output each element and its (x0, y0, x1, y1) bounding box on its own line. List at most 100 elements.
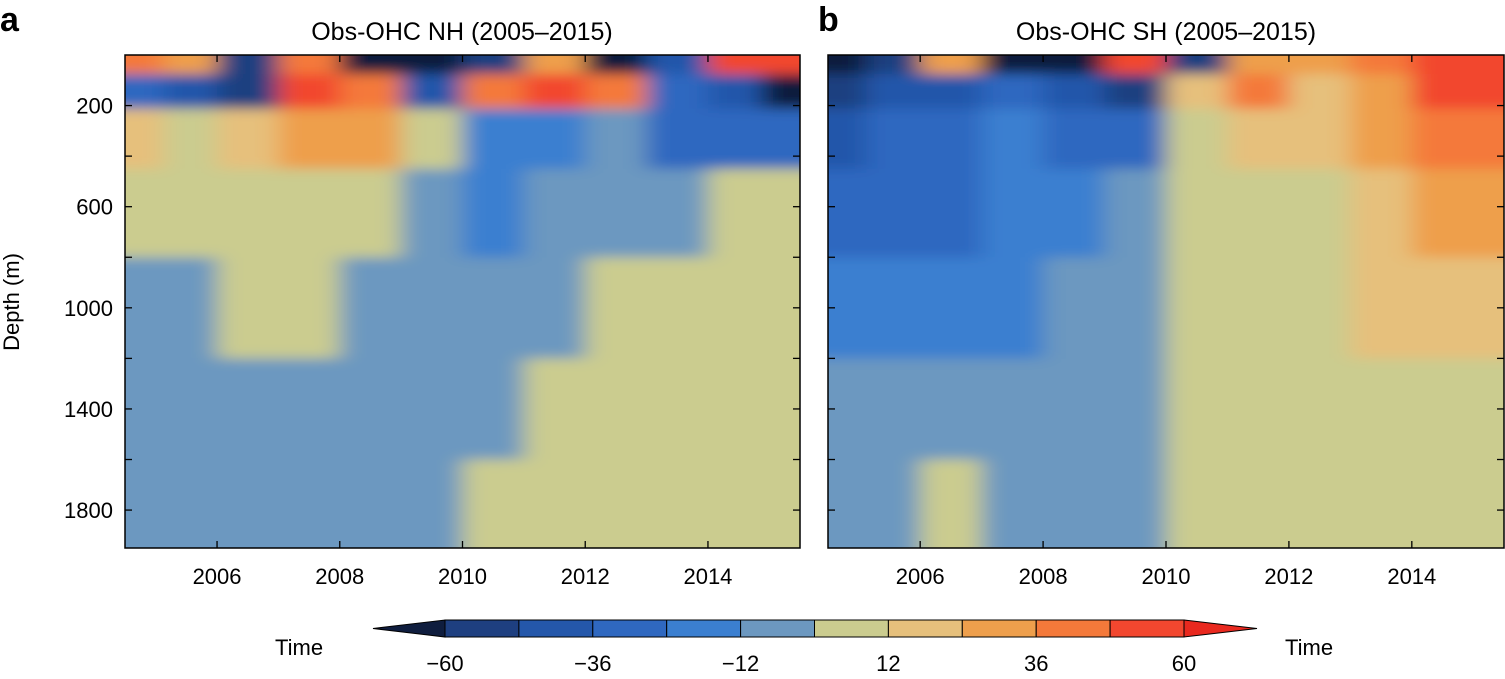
heatmap-cell-b-r4-c2 (920, 257, 983, 359)
heatmap-cell-a-r2-c7 (523, 108, 586, 170)
heatmap-cell-a-r6-c7 (523, 459, 586, 548)
heatmap-cell-a-r1-c4 (339, 74, 402, 110)
heatmap-cell-b-r2-c10 (1411, 108, 1467, 170)
heatmap-cell-b-r2-c0 (828, 108, 867, 170)
colorbar-segment-9 (1109, 619, 1185, 638)
heatmap-cell-a-r4-c7 (523, 257, 586, 359)
colorbar-tick-label-5: 60 (1172, 651, 1196, 674)
heatmap-cell-b-r4-c10 (1411, 257, 1467, 359)
heatmap-cell-b-r4-c5 (1104, 257, 1167, 359)
heatmap-cell-a-r3-c5 (401, 168, 464, 258)
heatmap-cell-b-r2-c9 (1350, 108, 1413, 170)
y-tick-label-200: 200 (76, 94, 113, 119)
heatmap-cell-a-r6-c2 (217, 459, 279, 548)
heatmap-cell-a-r1-c0 (125, 74, 164, 110)
panel-a-plot: 2006 2008 2010 2012 2014 200 600 1000 1400 1800 (64, 54, 801, 589)
heatmap-cell-b-r0-c6 (1166, 55, 1229, 75)
heatmap-cell-b-r2-c8 (1288, 108, 1351, 170)
heatmap-cell-b-r5-c9 (1350, 358, 1413, 461)
heatmap-cell-b-r6-c10 (1411, 459, 1467, 548)
y-tick-label-1000: 1000 (64, 296, 113, 321)
heatmap-cell-b-r4-c8 (1288, 257, 1351, 359)
heatmap-cell-a-r2-c9 (646, 108, 709, 170)
heatmap-cell-a-r3-c10 (708, 168, 763, 258)
heatmap-cell-a-r6-c3 (278, 459, 341, 548)
heatmap-cell-a-r4-c10 (708, 257, 763, 359)
heatmap-cell-a-r0-c6 (462, 55, 525, 75)
heatmap-cell-b-r2-c7 (1227, 108, 1290, 170)
heatmap-cell-b-r4-c4 (1043, 257, 1106, 359)
heatmap-cell-b-r6-c3 (981, 459, 1044, 548)
heatmap-cell-a-r1-c1 (163, 74, 218, 110)
heatmap-cell-b-r1-c8 (1288, 74, 1351, 110)
heatmap-cell-b-r0-c3 (981, 55, 1044, 75)
heatmap-cell-b-r0-c4 (1043, 55, 1106, 75)
heatmap-cell-a-r2-c11 (761, 108, 800, 170)
heatmap-cell-b-r1-c6 (1166, 74, 1229, 110)
heatmap-cell-a-r2-c10 (708, 108, 763, 170)
heatmap-cell-a-r5-c5 (401, 358, 464, 461)
heatmap-cell-b-r6-c5 (1104, 459, 1167, 548)
heatmap-cell-a-r3-c0 (125, 168, 164, 258)
heatmap-cell-a-r6-c10 (708, 459, 763, 548)
heatmap-cell-b-r3-c1 (866, 168, 921, 258)
heatmap-cell-b-r4-c6 (1166, 257, 1229, 359)
heatmap-cell-a-r6-c4 (339, 459, 402, 548)
panel-b-axes: 2006 2008 2010 2012 2014 (828, 55, 1504, 589)
heatmap-cell-a-r5-c4 (339, 358, 402, 461)
heatmap-cell-a-r2-c5 (401, 108, 464, 170)
heatmap-cell-a-r6-c0 (125, 459, 164, 548)
panel-b-heatmap-cells (828, 55, 1504, 548)
heatmap-cell-b-r1-c0 (828, 74, 867, 110)
colorbar-segment-8 (1035, 619, 1111, 638)
colorbar-segment-1 (518, 619, 594, 638)
heatmap-cell-a-r0-c2 (217, 55, 279, 75)
heatmap-cell-b-r6-c7 (1227, 459, 1290, 548)
colorbar: Time Time −60 −36 −12 12 36 60 (275, 619, 1333, 676)
heatmap-cell-a-r5-c6 (462, 358, 525, 461)
x-tick-label-a-2008: 2008 (315, 564, 364, 589)
heatmap-cell-a-r2-c6 (462, 108, 525, 170)
heatmap-cell-b-r3-c0 (828, 168, 867, 258)
heatmap-cell-a-r5-c7 (523, 358, 586, 461)
heatmap-cell-a-r1-c11 (761, 74, 800, 110)
heatmap-cell-b-r6-c2 (920, 459, 983, 548)
heatmap-cell-a-r3-c6 (462, 168, 525, 258)
heatmap-cell-a-r5-c8 (585, 358, 648, 461)
heatmap-cell-b-r2-c11 (1465, 108, 1504, 170)
y-axis-label: Depth (m) (0, 253, 24, 351)
heatmap-cell-b-r6-c1 (866, 459, 921, 548)
heatmap-cell-a-r3-c11 (761, 168, 800, 258)
heatmap-cell-a-r2-c2 (217, 108, 279, 170)
colorbar-tick-label-0: −60 (426, 651, 463, 674)
heatmap-cell-a-r5-c3 (278, 358, 341, 461)
panel-a-heatmap-cells (125, 55, 800, 548)
heatmap-cell-a-r2-c8 (585, 108, 648, 170)
heatmap-cell-b-r5-c1 (866, 358, 921, 461)
y-tick-label-1400: 1400 (64, 397, 113, 422)
panel-a-axes: 2006 2008 2010 2012 2014 200 600 1000 1400 1800 (64, 55, 800, 589)
heatmap-cell-b-r3-c9 (1350, 168, 1413, 258)
x-tick-label-a-2010: 2010 (438, 564, 487, 589)
colorbar-segment-5 (814, 619, 889, 638)
heatmap-cell-b-r5-c4 (1043, 358, 1106, 461)
heatmap-cell-b-r2-c1 (866, 108, 921, 170)
heatmap-cell-b-r5-c6 (1166, 358, 1229, 461)
heatmap-cell-a-r1-c2 (217, 74, 279, 110)
heatmap-cell-a-r3-c2 (217, 168, 279, 258)
y-tick-label-600: 600 (76, 195, 113, 220)
heatmap-cell-a-r2-c4 (339, 108, 402, 170)
heatmap-cell-a-r3-c7 (523, 168, 586, 258)
heatmap-cell-a-r4-c2 (217, 257, 279, 359)
heatmap-cell-a-r4-c9 (646, 257, 709, 359)
heatmap-cell-b-r1-c1 (866, 74, 921, 110)
heatmap-cell-b-r5-c5 (1104, 358, 1167, 461)
heatmap-cell-a-r0-c0 (125, 55, 164, 75)
heatmap-cell-a-r4-c5 (401, 257, 464, 359)
colorbar-tick-label-2: −12 (722, 651, 759, 674)
x-tick-label-b-2012: 2012 (1264, 564, 1313, 589)
heatmap-cell-a-r0-c8 (585, 55, 648, 75)
heatmap-cell-a-r3-c8 (585, 168, 648, 258)
heatmap-cell-a-r4-c1 (163, 257, 218, 359)
